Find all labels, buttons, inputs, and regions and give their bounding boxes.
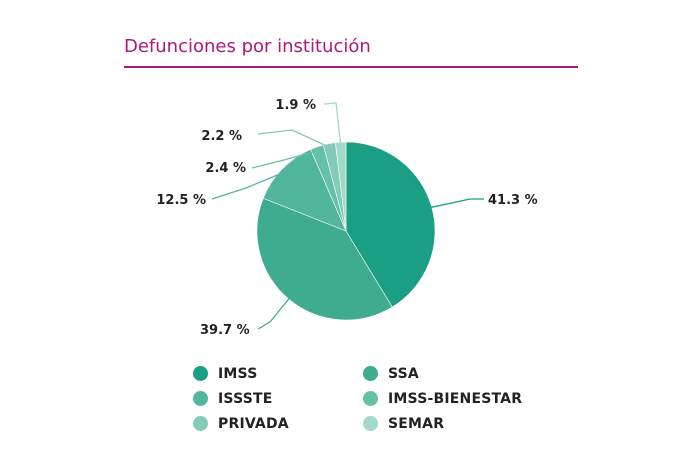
data-label-imss: 41.3 %: [488, 193, 538, 208]
legend-item-imss: IMSS: [193, 364, 363, 383]
legend-label-imss: IMSS: [218, 365, 258, 382]
leader-line-ssa: [257, 295, 292, 330]
pie-slice-issste: [262, 148, 347, 232]
data-label-privada: 2.2 %: [201, 129, 242, 144]
legend: IMSS SSA ISSSTE IMSS-BIENESTAR PRIVADA S…: [193, 364, 533, 433]
leader-lines: [211, 102, 484, 330]
legend-label-privada: PRIVADA: [218, 415, 289, 432]
legend-swatch-imss-bienestar: [363, 391, 378, 406]
legend-item-issste: ISSSTE: [193, 389, 363, 408]
leader-line-imss-bienestar: [251, 150, 319, 169]
legend-swatch-issste: [193, 391, 208, 406]
leader-line-imss: [427, 198, 484, 209]
legend-label-issste: ISSSTE: [218, 390, 273, 407]
legend-swatch-ssa: [363, 366, 378, 381]
data-label-semar: 1.9 %: [275, 98, 316, 113]
leader-line-privada: [257, 129, 331, 149]
legend-swatch-imss: [193, 366, 208, 381]
legend-item-semar: SEMAR: [363, 414, 533, 433]
legend-item-ssa: SSA: [363, 364, 533, 383]
data-labels: 41.3 % 39.7 % 12.5 % 2.4 % 2.2 % 1.9 %: [156, 98, 537, 338]
legend-swatch-privada: [193, 416, 208, 431]
leader-line-issste: [211, 171, 286, 200]
data-label-ssa: 39.7 %: [200, 323, 250, 338]
data-label-issste: 12.5 %: [156, 193, 206, 208]
legend-label-ssa: SSA: [388, 365, 419, 382]
legend-item-privada: PRIVADA: [193, 414, 363, 433]
data-label-imss-bienestar: 2.4 %: [205, 161, 246, 176]
legend-label-imss-bienestar: IMSS-BIENESTAR: [388, 390, 523, 407]
pie-slices: [256, 141, 436, 321]
legend-item-imss-bienestar: IMSS-BIENESTAR: [363, 389, 533, 408]
leader-line-semar: [323, 102, 342, 147]
legend-swatch-semar: [363, 416, 378, 431]
pie-chart: 41.3 % 39.7 % 12.5 % 2.4 % 2.2 % 1.9 %: [156, 98, 537, 338]
title-underline: [124, 66, 578, 68]
chart-title: Defunciones por institución: [124, 36, 371, 57]
legend-label-semar: SEMAR: [388, 415, 445, 432]
